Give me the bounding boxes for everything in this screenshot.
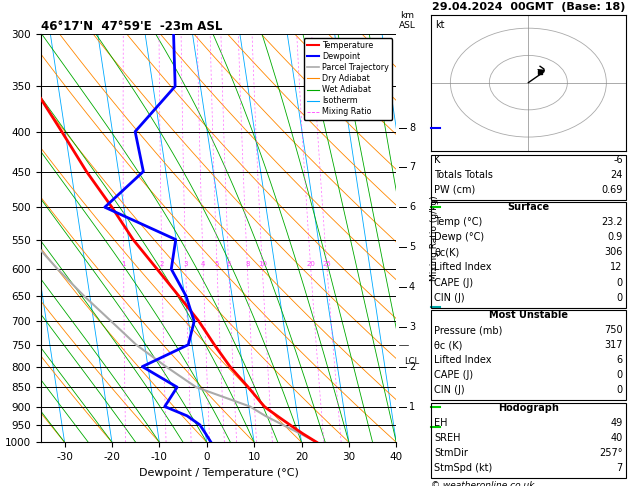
Text: 6: 6	[409, 202, 415, 212]
Text: 5: 5	[215, 261, 220, 267]
X-axis label: Dewpoint / Temperature (°C): Dewpoint / Temperature (°C)	[138, 468, 299, 478]
Text: 7: 7	[616, 463, 623, 473]
Text: © weatheronline.co.uk: © weatheronline.co.uk	[431, 481, 535, 486]
Text: 24: 24	[610, 170, 623, 180]
Y-axis label: hPa: hPa	[0, 228, 3, 248]
Text: 12: 12	[610, 262, 623, 273]
Text: CIN (J): CIN (J)	[434, 293, 465, 303]
Text: CIN (J): CIN (J)	[434, 385, 465, 396]
Text: 6: 6	[616, 355, 623, 365]
Text: Mixing Ratio (g/kg): Mixing Ratio (g/kg)	[430, 195, 438, 281]
Text: Surface: Surface	[508, 202, 549, 212]
Text: 5: 5	[409, 242, 415, 252]
Text: Pressure (mb): Pressure (mb)	[434, 325, 503, 335]
Text: Lifted Index: Lifted Index	[434, 262, 491, 273]
Text: Totals Totals: Totals Totals	[434, 170, 493, 180]
Text: 3: 3	[409, 322, 415, 332]
Text: 40: 40	[611, 433, 623, 443]
Text: EH: EH	[434, 418, 447, 428]
Text: θᴄ(K): θᴄ(K)	[434, 247, 459, 258]
Text: LCL: LCL	[404, 357, 420, 366]
Text: 1: 1	[121, 261, 126, 267]
Text: 10: 10	[258, 261, 267, 267]
Text: 8: 8	[409, 122, 415, 133]
Text: km
ASL: km ASL	[399, 11, 415, 30]
Text: CAPE (J): CAPE (J)	[434, 278, 473, 288]
Text: 49: 49	[611, 418, 623, 428]
Text: 4: 4	[201, 261, 206, 267]
Text: 8: 8	[245, 261, 250, 267]
Text: 306: 306	[604, 247, 623, 258]
Text: 0: 0	[616, 370, 623, 381]
Text: Dewp (°C): Dewp (°C)	[434, 232, 484, 243]
Text: 0: 0	[616, 293, 623, 303]
Text: Temp (°C): Temp (°C)	[434, 217, 482, 227]
Text: -6: -6	[613, 155, 623, 165]
Text: 3: 3	[184, 261, 188, 267]
Text: 317: 317	[604, 340, 623, 350]
Text: 257°: 257°	[599, 448, 623, 458]
Text: Hodograph: Hodograph	[498, 403, 559, 413]
Text: K: K	[434, 155, 440, 165]
Text: 750: 750	[604, 325, 623, 335]
Text: 4: 4	[409, 282, 415, 292]
Text: 6: 6	[226, 261, 231, 267]
Text: 25: 25	[323, 261, 331, 267]
Text: kt: kt	[435, 20, 444, 30]
Text: Lifted Index: Lifted Index	[434, 355, 491, 365]
Text: 29.04.2024  00GMT  (Base: 18): 29.04.2024 00GMT (Base: 18)	[431, 2, 625, 12]
Text: θᴄ (K): θᴄ (K)	[434, 340, 462, 350]
Text: 2: 2	[160, 261, 164, 267]
Text: 0: 0	[616, 278, 623, 288]
Legend: Temperature, Dewpoint, Parcel Trajectory, Dry Adiabat, Wet Adiabat, Isotherm, Mi: Temperature, Dewpoint, Parcel Trajectory…	[304, 38, 392, 120]
Text: 7: 7	[409, 162, 415, 173]
Text: 1: 1	[409, 402, 415, 412]
Text: SREH: SREH	[434, 433, 460, 443]
Text: StmDir: StmDir	[434, 448, 468, 458]
Text: PW (cm): PW (cm)	[434, 185, 476, 195]
Text: 0: 0	[616, 385, 623, 396]
Text: 20: 20	[306, 261, 315, 267]
Text: 0.9: 0.9	[608, 232, 623, 243]
Text: 46°17'N  47°59'E  -23m ASL: 46°17'N 47°59'E -23m ASL	[41, 20, 222, 33]
Text: 23.2: 23.2	[601, 217, 623, 227]
Text: 0.69: 0.69	[601, 185, 623, 195]
Text: StmSpd (kt): StmSpd (kt)	[434, 463, 493, 473]
Text: 2: 2	[409, 362, 415, 372]
Text: Most Unstable: Most Unstable	[489, 310, 568, 320]
Text: CAPE (J): CAPE (J)	[434, 370, 473, 381]
